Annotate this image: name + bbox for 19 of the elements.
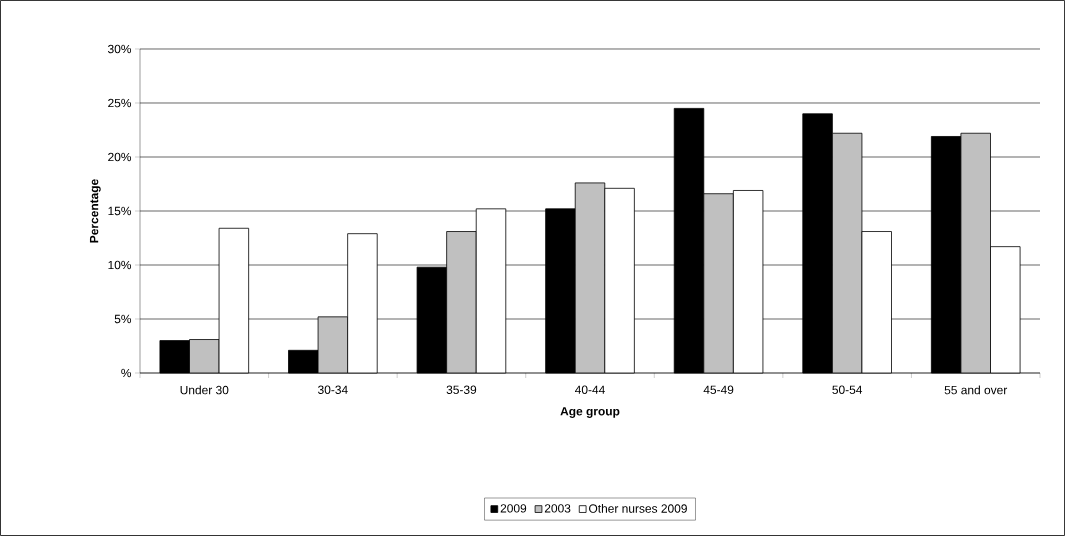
x-tick-label: 50-54 (832, 385, 863, 394)
y-tick-label: 25% (108, 98, 132, 108)
y-tick-label: % (121, 368, 132, 378)
x-tick-label: 30-34 (318, 385, 348, 394)
y-tick-label: 5% (114, 314, 132, 324)
y-axis-title: Percentage (89, 179, 101, 243)
x-tick-label: 55 and over (944, 385, 1008, 395)
y-tick-label: 20% (108, 152, 132, 162)
legend-label: Other nurses 2009 (589, 504, 687, 513)
legend-label: 2009 (500, 504, 527, 513)
x-tick-label: 35-39 (446, 385, 477, 394)
y-tick-label: 10% (108, 260, 132, 270)
x-tick-label: 45-49 (703, 385, 734, 394)
x-tick-label: Under 30 (180, 385, 229, 395)
x-axis-title: Age group (560, 407, 620, 418)
y-tick-label: 15% (108, 206, 132, 216)
legend-label: 2003 (544, 504, 571, 513)
x-tick-label: 40-44 (575, 385, 605, 394)
y-tick-label: 30% (108, 44, 132, 54)
